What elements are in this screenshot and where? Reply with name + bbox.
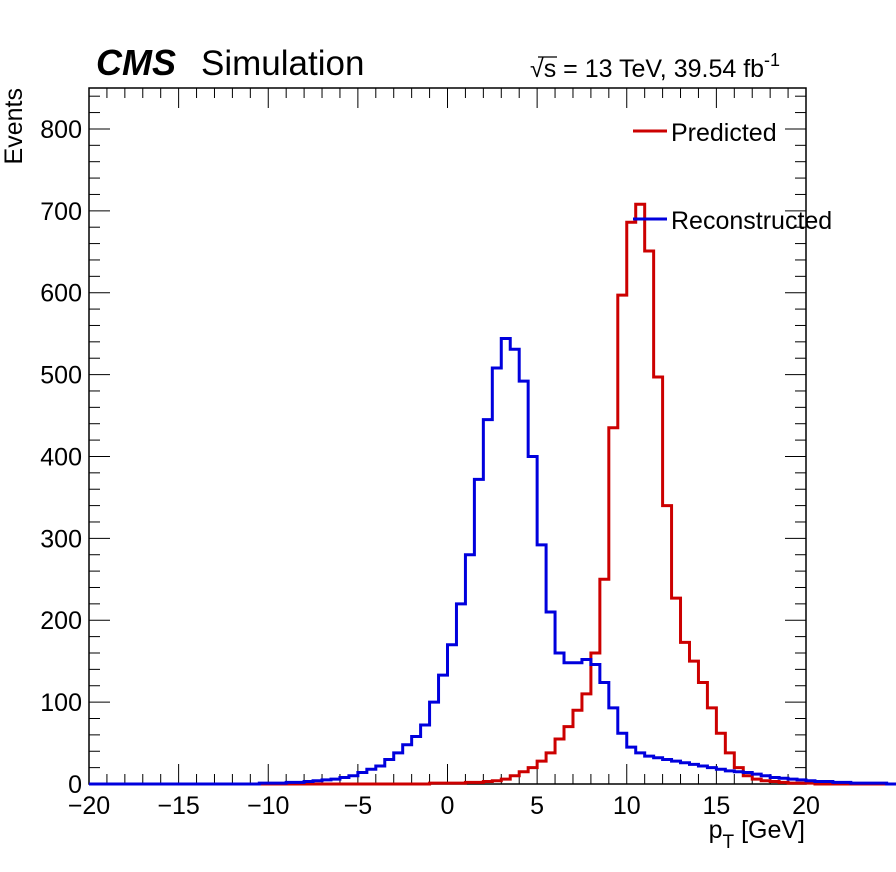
legend-reconstructed-label: Reconstructed [671,207,832,235]
histogram-predicted [89,202,896,786]
y-tick-label: 300 [40,525,82,553]
x-axis-title: pT [GeV] [709,816,805,853]
x-axis-title-sub: T [723,832,735,853]
y-tick-label: 0 [68,771,82,799]
y-tick-label: 400 [40,443,82,471]
y-tick-label: 500 [40,362,82,390]
experiment-label: CMS [96,42,176,83]
energy-lumi-label: √s = 13 TeV, 39.54 fb-1 [530,50,780,83]
x-tick-label: 0 [441,792,455,820]
x-tick-label: 15 [702,792,730,820]
histogram-reconstructed [89,337,896,786]
x-axis-title-unit: [GeV] [734,816,805,844]
x-axis-title-main: p [709,816,723,844]
legend: Predicted Reconstructed [633,119,832,235]
y-tick-label: 200 [40,607,82,635]
y-axis-title: Events [0,88,28,164]
x-tick-label: −10 [247,792,289,820]
histograms [89,202,896,786]
x-tick-label: −15 [157,792,199,820]
y-tick-label: 600 [40,280,82,308]
x-tick-label: 10 [613,792,641,820]
x-tick-label: −5 [344,792,373,820]
y-tick-labels: 0 100 200 300 400 500 600 700 800 [40,116,82,799]
y-tick-label: 700 [40,198,82,226]
x-tick-label: 20 [792,792,820,820]
x-tick-labels: −20 −15 −10 −5 0 5 10 15 20 [68,792,820,820]
x-tick-label: −20 [68,792,110,820]
energy-lumi-text: √s = 13 TeV, 39.54 fb [530,55,764,83]
axis-ticks [88,88,807,785]
x-tick-label: 5 [530,792,544,820]
y-tick-label: 800 [40,116,82,144]
lumi-exponent: -1 [764,50,780,70]
legend-predicted-label: Predicted [671,119,777,147]
simulation-label: Simulation [201,44,364,83]
y-tick-label: 100 [40,689,82,717]
